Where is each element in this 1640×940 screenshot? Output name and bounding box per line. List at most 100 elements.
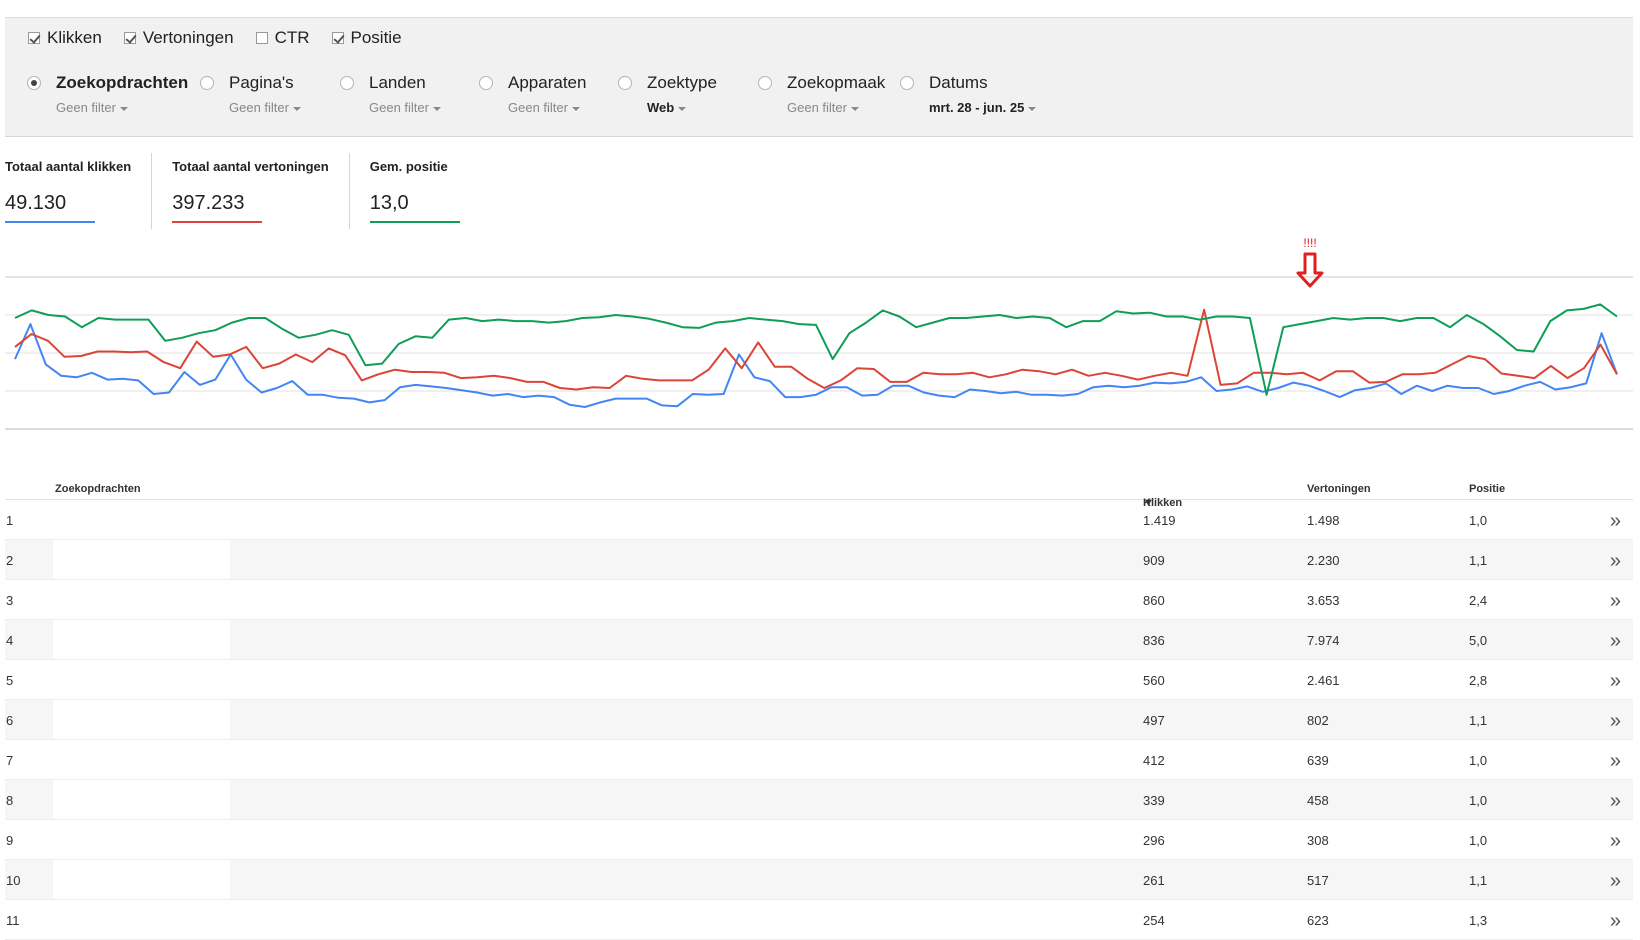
- table-row[interactable]: 3 860 3.653 2,4 »: [5, 580, 1633, 620]
- radio-icon[interactable]: [479, 76, 493, 90]
- row-shade: [5, 540, 53, 579]
- table-row[interactable]: 8 339 458 1,0 »: [5, 780, 1633, 820]
- summary-clicks-value: 49.130: [5, 192, 67, 214]
- metric-ctr-checkbox[interactable]: CTR: [255, 27, 310, 48]
- table-row[interactable]: 4 836 7.974 5,0 »: [5, 620, 1633, 660]
- cell-clicks: 860: [1143, 593, 1165, 608]
- cell-position: 1,1: [1469, 713, 1488, 728]
- filter-text: Geen filter: [787, 100, 847, 115]
- row-number: 11: [6, 913, 20, 928]
- row-number: 3: [6, 593, 14, 608]
- double-chevron-right-icon[interactable]: »: [1609, 870, 1621, 892]
- radio-icon[interactable]: [758, 76, 772, 90]
- double-chevron-right-icon[interactable]: »: [1609, 790, 1621, 812]
- row-number: 7: [6, 753, 14, 768]
- dimension-devices-filter[interactable]: Geen filter: [508, 100, 580, 115]
- table-row[interactable]: 7 412 639 1,0 »: [5, 740, 1633, 780]
- row-number: 2: [6, 553, 14, 568]
- cell-impressions: 517: [1307, 873, 1329, 888]
- cell-clicks: 1.419: [1143, 513, 1176, 528]
- double-chevron-right-icon[interactable]: »: [1609, 550, 1621, 572]
- table-row[interactable]: 5 560 2.461 2,8 »: [5, 660, 1633, 700]
- cell-clicks: 909: [1143, 553, 1165, 568]
- cell-impressions: 2.461: [1307, 673, 1340, 688]
- dimension-search-appearance-filter[interactable]: Geen filter: [787, 100, 859, 115]
- cell-impressions: 458: [1307, 793, 1329, 808]
- dimension-pages-filter[interactable]: Geen filter: [229, 100, 301, 115]
- cell-impressions: 1.498: [1307, 513, 1340, 528]
- summary-clicks-label: Totaal aantal klikken: [5, 159, 132, 174]
- double-chevron-right-icon[interactable]: »: [1609, 590, 1621, 612]
- table-row[interactable]: 1 1.419 1.498 1,0 »: [5, 500, 1633, 540]
- double-chevron-right-icon[interactable]: »: [1609, 830, 1621, 852]
- dimension-devices-label: Apparaten: [508, 73, 587, 92]
- series-line-clicks: [14, 323, 1618, 408]
- double-chevron-right-icon[interactable]: »: [1609, 750, 1621, 772]
- dimension-dates-filter[interactable]: mrt. 28 - jun. 25: [929, 100, 1037, 115]
- row-shade: [230, 780, 1633, 819]
- dimension-search-type-label: Zoektype: [647, 73, 717, 92]
- radio-selected-icon[interactable]: [27, 76, 41, 90]
- row-shade: [230, 620, 1633, 659]
- radio-icon[interactable]: [200, 76, 214, 90]
- column-header-queries[interactable]: Zoekopdrachten: [55, 483, 141, 495]
- chart-annotation-text: !!!!: [1303, 236, 1316, 250]
- double-chevron-right-icon[interactable]: »: [1609, 910, 1621, 932]
- metric-position-checkbox[interactable]: Positie: [331, 28, 402, 48]
- table-row[interactable]: 6 497 802 1,1 »: [5, 700, 1633, 740]
- summary-position-underline: [369, 221, 460, 223]
- caret-down-icon: [292, 106, 301, 111]
- double-chevron-right-icon[interactable]: »: [1609, 670, 1621, 692]
- dimension-search-type-filter[interactable]: Web: [647, 100, 687, 115]
- metric-ctr-label: CTR: [274, 27, 310, 47]
- filter-text: mrt. 28 - jun. 25: [929, 100, 1025, 115]
- double-chevron-right-icon[interactable]: »: [1609, 510, 1621, 532]
- table-row[interactable]: 11 254 623 1,3 »: [5, 900, 1633, 940]
- cell-position: 1,0: [1469, 753, 1488, 768]
- row-number: 1: [6, 513, 14, 528]
- checkbox-checked-icon[interactable]: [331, 31, 344, 44]
- series-line-impressions: [14, 308, 1618, 391]
- row-shade: [230, 700, 1633, 739]
- table-row[interactable]: 2 909 2.230 1,1 »: [5, 540, 1633, 580]
- checkbox-unchecked-icon[interactable]: [255, 31, 268, 44]
- filter-text: Geen filter: [508, 100, 568, 115]
- checkbox-checked-icon[interactable]: [28, 31, 40, 44]
- summary-clicks-underline: [5, 221, 95, 223]
- summary-cards: Totaal aantal klikken 49.130 Totaal aant…: [5, 153, 480, 233]
- table-row[interactable]: 10 261 517 1,1 »: [5, 860, 1633, 900]
- cell-impressions: 623: [1307, 913, 1329, 928]
- metric-clicks-checkbox[interactable]: Klikken: [28, 28, 102, 48]
- caret-down-icon: [678, 106, 687, 111]
- column-header-impressions[interactable]: Vertoningen: [1307, 483, 1371, 495]
- metric-impressions-checkbox[interactable]: Vertoningen: [123, 28, 234, 48]
- dimension-pages-label: Pagina's: [229, 73, 294, 92]
- cell-position: 1,0: [1469, 833, 1488, 848]
- row-number: 10: [6, 873, 21, 888]
- radio-icon[interactable]: [618, 76, 632, 90]
- checkbox-checked-icon[interactable]: [123, 31, 136, 44]
- caret-down-icon: [119, 106, 128, 111]
- cell-position: 1,1: [1469, 553, 1488, 568]
- summary-impressions[interactable]: Totaal aantal vertoningen 397.233: [151, 153, 349, 229]
- cell-position: 1,0: [1469, 513, 1488, 528]
- dimension-queries-label: Zoekopdrachten: [56, 73, 189, 92]
- summary-impressions-underline: [172, 221, 263, 223]
- summary-clicks[interactable]: Totaal aantal klikken 49.130: [5, 153, 151, 229]
- dimension-queries-filter[interactable]: Geen filter: [56, 100, 128, 115]
- table-header: Zoekopdrachten Klikken ▼ Vertoningen Posi…: [5, 469, 1633, 509]
- radio-icon[interactable]: [900, 76, 914, 90]
- row-number: 6: [6, 713, 14, 728]
- cell-impressions: 639: [1307, 753, 1329, 768]
- double-chevron-right-icon[interactable]: »: [1609, 630, 1621, 652]
- column-header-position[interactable]: Positie: [1469, 483, 1506, 495]
- cell-impressions: 308: [1307, 833, 1329, 848]
- summary-position[interactable]: Gem. positie 13,0: [348, 153, 480, 229]
- row-shade: [5, 620, 53, 659]
- radio-icon[interactable]: [340, 76, 354, 90]
- table-row[interactable]: 9 296 308 1,0 »: [5, 820, 1633, 860]
- double-chevron-right-icon[interactable]: »: [1609, 710, 1621, 732]
- dimension-search-appearance-label: Zoekopmaak: [787, 73, 886, 92]
- dimension-countries-filter[interactable]: Geen filter: [369, 100, 441, 115]
- row-number: 8: [6, 793, 14, 808]
